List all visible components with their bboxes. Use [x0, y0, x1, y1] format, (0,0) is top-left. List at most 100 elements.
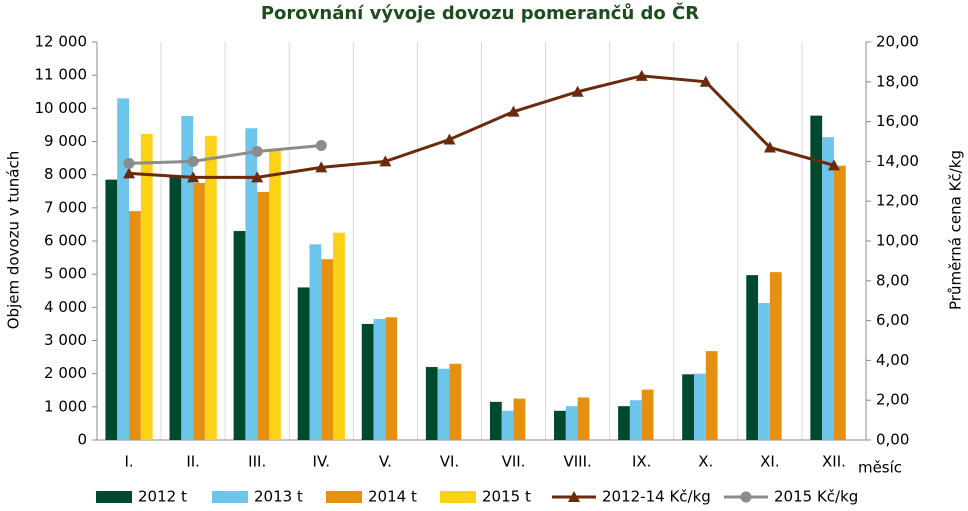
y2-tick-label: 6,00: [876, 311, 909, 329]
y2-tick-label: 20,00: [876, 33, 919, 51]
line-marker: [251, 145, 263, 157]
x-tick-label: X.: [698, 453, 713, 471]
line-marker: [571, 85, 584, 97]
line-marker: [187, 155, 199, 167]
y2-tick-label: 18,00: [876, 72, 919, 90]
y-axis-title: Objem dovozu v tunách: [5, 151, 23, 330]
line-marker: [635, 69, 648, 81]
bar: [117, 98, 130, 440]
bar: [565, 406, 578, 440]
line-marker: [827, 159, 840, 171]
y2-tick-label: 10,00: [876, 232, 919, 250]
legend-marker: [568, 491, 580, 502]
y-tick-label: 9 000: [44, 132, 87, 150]
line: [128, 74, 835, 179]
bar: [577, 397, 590, 440]
bar: [204, 135, 217, 440]
bar: [385, 317, 398, 440]
bar: [105, 179, 118, 440]
line-marker: [763, 141, 776, 153]
line-marker: [187, 171, 200, 183]
line: [128, 143, 322, 165]
bar: [233, 231, 246, 440]
bar: [361, 323, 374, 440]
x-tick-label: IV.: [313, 453, 331, 471]
bar: [169, 176, 182, 440]
chart-title: Porovnání vývoje dovozu pomerančů do ČR: [261, 2, 699, 24]
bar: [181, 115, 194, 440]
y-tick-label: 7 000: [44, 198, 87, 216]
x-tick-label: VI.: [440, 453, 459, 471]
legend-label: 2012 t: [138, 488, 187, 506]
bar: [140, 133, 153, 440]
line-marker: [379, 155, 392, 167]
bar: [373, 318, 386, 440]
y2-tick-label: 16,00: [876, 112, 919, 130]
bar: [693, 373, 706, 440]
x-tick-label: I.: [124, 453, 133, 471]
bar: [193, 182, 205, 441]
y2-tick-label: 12,00: [876, 192, 919, 210]
legend-label: 2013 t: [254, 488, 303, 506]
x-tick-label: II.: [186, 453, 200, 471]
y2-tick-label: 8,00: [876, 271, 909, 289]
bar: [513, 398, 526, 440]
bar: [489, 401, 502, 440]
bar: [758, 303, 770, 440]
line-marker: [123, 157, 135, 169]
y2-tick-label: 14,00: [876, 152, 919, 170]
x-tick-label: V.: [379, 453, 392, 471]
line-marker: [315, 161, 328, 173]
bar: [641, 389, 654, 440]
y-tick-label: 6 000: [44, 232, 87, 250]
y-tick-label: 10 000: [35, 99, 88, 117]
x-tick-label: XII.: [822, 453, 846, 471]
bar: [554, 410, 566, 440]
bar: [629, 400, 642, 440]
bar: [682, 374, 694, 440]
line-marker: [507, 105, 520, 117]
y-tick-label: 0: [77, 431, 87, 449]
bar: [257, 191, 270, 440]
bar: [769, 272, 782, 440]
bar: [501, 410, 514, 440]
line-marker: [123, 167, 136, 179]
y-tick-label: 5 000: [44, 265, 87, 283]
line-marker: [251, 171, 264, 183]
bar: [269, 149, 281, 440]
y2-tick-label: 0,00: [876, 431, 909, 449]
y-tick-label: 12 000: [35, 33, 88, 51]
legend-swatch: [212, 491, 248, 503]
bar: [297, 287, 310, 440]
bar: [129, 211, 141, 440]
y-tick-label: 8 000: [44, 165, 87, 183]
legend-marker: [740, 491, 752, 503]
bar: [425, 367, 438, 440]
legend-label: 2015 t: [482, 488, 531, 506]
y2-tick-label: 4,00: [876, 351, 909, 369]
y-tick-label: 2 000: [44, 364, 87, 382]
y-tick-label: 1 000: [44, 397, 87, 415]
legend-swatch: [440, 491, 476, 503]
legend-label: 2014 t: [368, 488, 417, 506]
line-marker: [699, 75, 712, 87]
y2-tick-label: 2,00: [876, 391, 909, 409]
line-marker: [443, 133, 456, 145]
bar: [333, 232, 345, 440]
y-tick-label: 3 000: [44, 331, 87, 349]
legend-label: 2015 Kč/kg: [774, 488, 858, 506]
x-tick-label: VII.: [502, 453, 526, 471]
bar: [245, 128, 258, 440]
y2-axis-title: Průměrná cena Kč/kg: [947, 150, 965, 310]
bar: [746, 275, 759, 440]
x-tick-label: III.: [248, 453, 266, 471]
bar: [449, 363, 462, 440]
bar: [822, 137, 834, 440]
bar: [321, 259, 334, 440]
bar: [618, 406, 630, 440]
bar: [810, 115, 823, 440]
bar: [705, 351, 718, 440]
bar: [309, 244, 322, 440]
x-tick-label: XI.: [760, 453, 779, 471]
line-marker: [315, 139, 327, 151]
